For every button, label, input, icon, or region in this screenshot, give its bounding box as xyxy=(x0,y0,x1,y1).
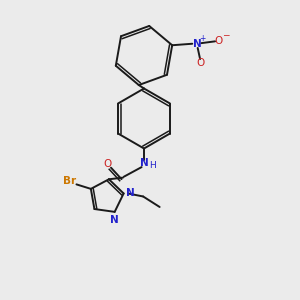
Text: O: O xyxy=(214,36,223,46)
Text: N: N xyxy=(140,158,148,169)
Text: N: N xyxy=(193,39,202,49)
Text: Br: Br xyxy=(63,176,76,186)
Text: O: O xyxy=(104,159,112,169)
Text: −: − xyxy=(221,30,229,39)
Text: N: N xyxy=(110,215,118,225)
Text: N: N xyxy=(126,188,134,199)
Text: H: H xyxy=(150,160,156,169)
Text: O: O xyxy=(196,58,204,68)
Text: +: + xyxy=(200,34,206,43)
